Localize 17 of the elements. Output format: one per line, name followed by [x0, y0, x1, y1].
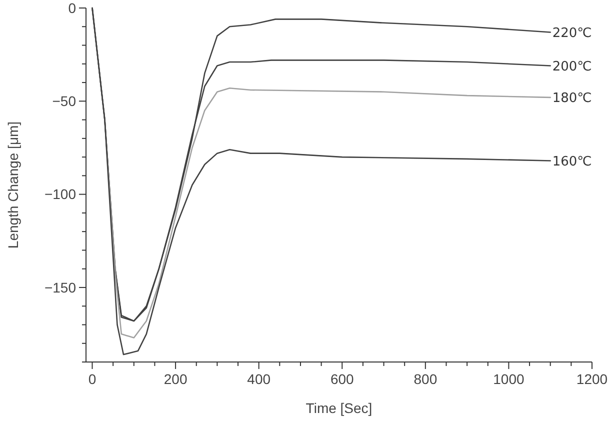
series-label: 200℃: [552, 59, 592, 74]
x-axis-title: Time [Sec]: [306, 400, 372, 416]
y-tick-label: −50: [52, 93, 76, 110]
x-tick-label: 0: [88, 371, 96, 387]
series-label: 180℃: [552, 90, 592, 106]
series-label: 160℃: [552, 154, 592, 170]
y-tick-label: −100: [44, 186, 76, 202]
y-tick-label: −150: [44, 279, 76, 296]
y-tick-label: 0: [68, 0, 76, 16]
x-tick-label: 200: [164, 371, 188, 387]
x-tick-label: 600: [330, 371, 354, 387]
y-axis-title: Length Change [μm]: [5, 121, 21, 249]
x-tick-label: 800: [414, 371, 438, 387]
x-tick-label: 1000: [493, 371, 524, 387]
x-tick-label: 1200: [576, 371, 608, 387]
series-label: 220℃: [552, 26, 592, 41]
x-tick-label: 400: [247, 371, 271, 387]
